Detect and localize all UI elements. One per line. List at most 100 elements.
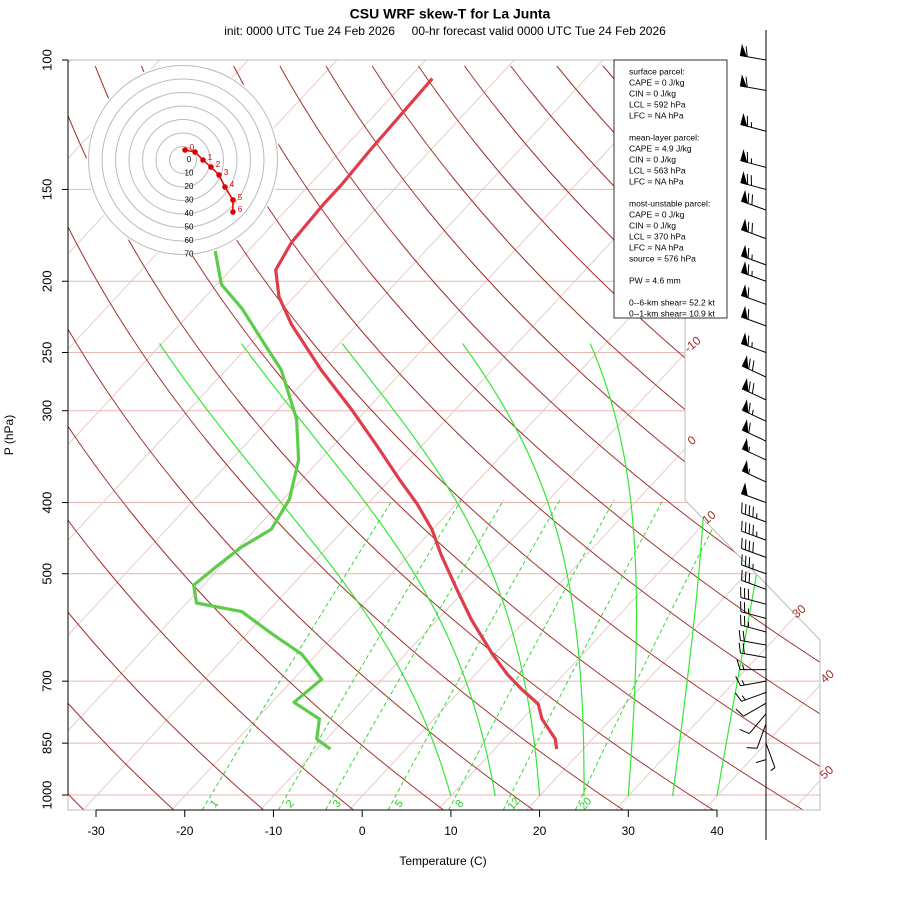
temperature-profile [274,77,559,750]
hodograph-height-label: 0 [190,143,195,152]
stats-text: CIN = 0 J/kg [629,220,676,230]
wind-barb-flag [740,305,748,320]
wind-barb-flag [740,482,748,497]
hodograph-height-label: 6 [238,205,243,214]
isotherm [68,60,515,810]
wind-barb-flag [741,438,749,453]
stats-text: LCL = 592 hPa [629,99,686,109]
y-tick-label: 100 [39,49,54,71]
wind-barb-shaft [741,520,767,541]
wind-barb-flag [741,377,749,393]
stats-text: LFC = NA hPa [629,110,684,120]
y-tick-label: 500 [39,563,54,585]
dry-adiabat [68,65,354,810]
wind-barb-shaft [741,569,767,590]
wind-barb-shaft [746,723,767,749]
wind-barb-shaft [741,538,767,558]
y-tick-label: 300 [39,400,54,422]
hodograph-ring-label: 60 [185,236,194,245]
wind-barb-shaft [738,642,767,659]
mixing-ratio-line [201,499,393,810]
hodograph-ring-label: 0 [187,155,192,164]
hodograph-height-label: 3 [224,168,229,177]
wind-barb [738,630,767,646]
wind-barb [735,702,767,717]
wind-barb [734,691,767,702]
wind-barb [740,587,767,605]
stats-text: LFC = NA hPa [629,242,684,252]
stats-text: CIN = 0 J/kg [629,88,676,98]
isotherm [68,60,693,810]
mixing-ratio-line [448,499,615,810]
moist-adiabat [462,343,585,796]
wind-barb [740,171,767,190]
dry-adiabat [68,65,264,810]
hodograph-ring [128,105,238,215]
wind-barb-flag [740,332,748,347]
wind-barb-flag [740,112,748,127]
hodograph-ring [169,146,197,174]
wind-barb [741,355,767,378]
mixing-ratio-line [325,499,505,810]
wind-barb [735,676,767,687]
mixing-ratio-line [502,499,664,810]
hodograph-point [230,209,236,215]
dry-adiabat [68,65,444,810]
stats-text: LFC = NA hPa [629,176,684,186]
wind-barb-shaft [740,601,767,619]
wind-barb-flag [741,419,749,434]
stats-text: LCL = 563 hPa [629,165,686,175]
wind-barb-flag [741,355,749,370]
stats-text: 0--6-km shear= 52.2 kt [629,297,715,307]
wind-barb [740,284,767,305]
isotherm [68,60,427,810]
hodograph-ring-label: 20 [185,182,194,191]
wind-barb-shaft [735,702,767,717]
x-tick-label: 40 [710,824,724,838]
hodograph-point [192,149,198,155]
hodograph-height-label: 2 [216,160,221,169]
dry-adiabat [68,65,534,810]
stats-box [613,59,728,319]
x-tick-label: -10 [265,824,283,838]
y-tick-label: 250 [39,342,54,364]
wind-barb-shaft [741,502,767,523]
stats-text: 0--1-km shear= 10.9 kt [629,308,715,318]
wind-barb-flag [740,189,748,204]
x-tick-label: -20 [176,824,194,838]
moist-adiabat [159,343,452,797]
wind-barb [740,601,767,619]
x-tick-label: 0 [359,824,366,838]
stats-text: PW = 4.6 mm [629,275,681,285]
wind-barb-shaft [740,614,767,633]
y-tick-label: 1000 [39,781,54,810]
wind-barb [746,723,767,749]
wind-barb-shaft [738,630,767,646]
hodograph-ring [155,132,211,188]
wind-barb [739,713,767,735]
stats-text: mean-layer parcel: [629,132,699,142]
wind-barb [741,399,767,422]
wind-barb [741,438,767,461]
wind-barb-shaft [740,587,767,605]
y-tick-label: 700 [39,670,54,692]
y-tick-label: 400 [39,492,54,514]
wind-barb [740,189,767,211]
stats-text: CIN = 0 J/kg [629,154,676,164]
hodograph-height-label: 4 [230,180,235,189]
hodograph-background [86,63,280,257]
wind-barb [741,554,767,575]
hodograph-point [222,184,228,190]
wind-barb-shaft [765,742,776,772]
chart-title: CSU WRF skew-T for La Junta [350,6,551,22]
wind-barb [755,733,767,764]
isotherm [526,60,820,810]
wind-barb-shaft [755,733,767,764]
wind-barb [736,659,767,671]
wind-barb [740,305,767,327]
y-tick-label: 200 [39,270,54,292]
stats-text: most-unstable parcel: [629,198,710,208]
wind-barb [740,112,767,132]
hodograph-ring-label: 50 [185,223,194,232]
